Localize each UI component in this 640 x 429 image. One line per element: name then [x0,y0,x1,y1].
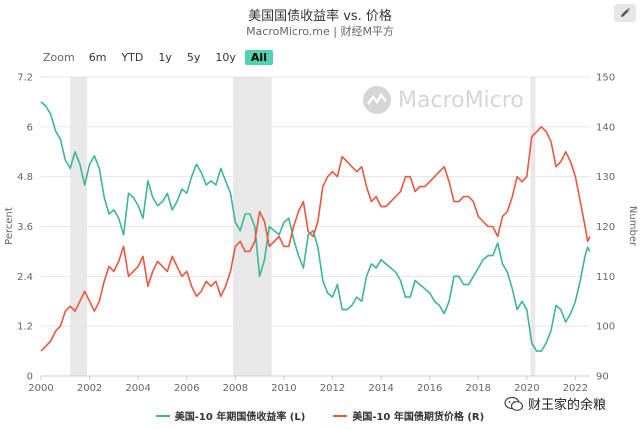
x-tick-label: 2010 [271,383,296,394]
right-y-tick-label: 150 [596,73,615,84]
series-line-yield [40,101,591,352]
wechat-text: 财王家的余粮 [528,398,607,413]
x-tick-label: 2020 [514,383,539,394]
right-y-tick-label: 110 [596,272,615,283]
right-y-tick-label: 140 [596,122,615,133]
x-tick-label: 2006 [174,383,199,394]
left-y-tick-label: 4.8 [17,172,33,183]
zoom-all-button[interactable]: All [244,49,273,65]
x-tick-label: 2002 [77,383,102,394]
right-axis-title: Number [627,206,638,247]
left-y-tick-label: 3.6 [17,222,33,233]
left-y-tick-label: 1.2 [17,322,33,333]
watermark-text: MacroMicro [398,87,524,113]
series-lines [40,101,591,352]
left-axis-title: Percent [4,207,15,245]
x-tick-label: 2012 [320,383,345,394]
x-ticks: 2000 2002 2004 2006 2008 2010 2012 2014 2016 2018… [28,376,588,394]
zoom-1y-button[interactable]: 1y [158,50,172,64]
right-y-tick-label: 120 [596,222,615,233]
wechat-badge: 财王家的余粮 [504,394,606,413]
left-y-tick-label: 7.2 [17,73,33,84]
legend-swatch-yield [155,414,170,417]
series-line-price [40,126,591,352]
right-y-tick-label: 130 [596,172,615,183]
x-tick-label: 2000 [28,383,53,394]
x-tick-label: 2014 [368,383,393,394]
right-y-ticks: 90 100 110 120 130 140 150 [596,73,615,383]
left-y-tick-label: 0 [27,372,33,383]
right-y-tick-label: 90 [596,372,609,383]
zoom-bar: Zoom 6m YTD 1y 5y 10y All [43,48,276,66]
zoom-label: Zoom [43,50,75,64]
chart-title: 美国国债收益率 vs. 价格 [248,9,392,24]
legend-item-price[interactable]: 美国-10 年国债期货价格 (R) [333,408,484,423]
watermark: MacroMicro [362,85,524,115]
edit-button[interactable] [614,4,636,22]
zoom-ytd-button[interactable]: YTD [121,50,144,64]
x-tick-label: 2022 [563,383,588,394]
left-y-ticks: 0 1.2 2.4 3.6 4.8 6 7.2 [17,73,33,383]
chart-subtitle: MacroMicro.me | 财经M平方 [246,25,394,38]
x-tick-label: 2016 [417,383,442,394]
left-y-tick-label: 2.4 [17,272,33,283]
wechat-icon [504,396,524,411]
x-tick-label: 2008 [223,383,248,394]
legend: 美国-10 年期国债收益率 (L) 美国-10 年国债期货价格 (R) [0,408,640,423]
left-y-tick-label: 6 [27,122,33,133]
pencil-icon [621,8,630,17]
legend-item-yield[interactable]: 美国-10 年期国债收益率 (L) [155,408,306,423]
legend-label-yield: 美国-10 年期国债收益率 (L) [174,412,306,423]
legend-label-price: 美国-10 年国债期货价格 (R) [352,412,485,423]
zoom-6m-button[interactable]: 6m [88,50,107,64]
legend-swatch-price [333,414,348,417]
x-tick-label: 2018 [466,383,491,394]
macromicro-logo-icon [363,86,391,114]
zoom-5y-button[interactable]: 5y [186,50,201,64]
zoom-10y-button[interactable]: 10y [215,50,236,64]
x-tick-label: 2004 [125,383,150,394]
right-y-tick-label: 100 [596,322,615,333]
